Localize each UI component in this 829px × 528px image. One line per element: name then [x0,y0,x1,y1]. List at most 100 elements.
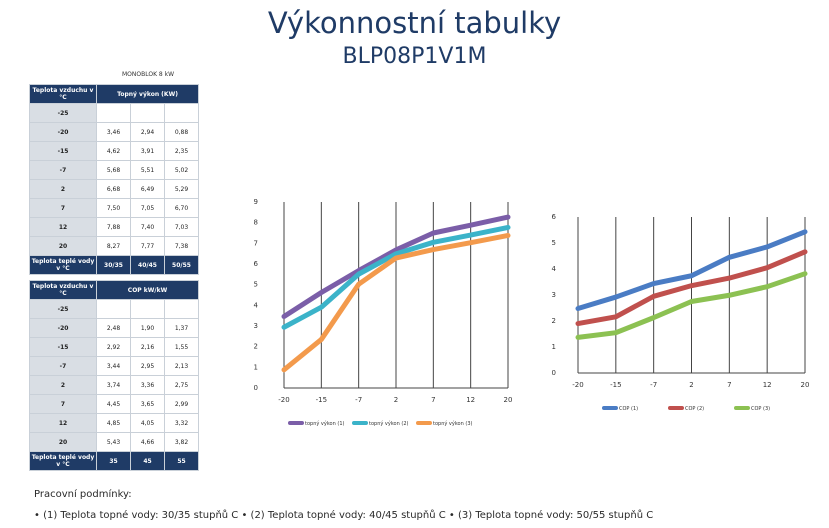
y-tick-label: 2 [552,317,556,325]
x-tick-label: 2 [689,381,693,389]
table-row: -7 5,68 5,51 5,02 [29,160,199,180]
water-temp-label-unit: °C [62,265,70,272]
y-tick-label: 0 [254,384,258,392]
x-tick-label: -15 [316,396,327,404]
x-tick-label: 20 [504,396,513,404]
value-cell: 3,32 [164,413,199,433]
value-cell: 3,46 [96,122,131,142]
air-temp-cell: -15 [29,337,97,357]
water-temp-label-text: Teplota teplé vody v [31,258,95,272]
table-row: -20 2,48 1,90 1,37 [29,318,199,338]
x-tick-label: -7 [650,381,657,389]
y-tick-label: 6 [254,260,259,268]
value-cell: 4,85 [96,413,131,433]
y-tick-label: 4 [254,301,259,309]
air-temp-cell: -20 [29,122,97,142]
table-row: -7 3,44 2,95 2,13 [29,356,199,376]
table-row: 20 8,27 7,77 7,38 [29,236,199,256]
y-tick-label: 9 [254,198,258,206]
notes-heading: Pracovní podmínky: [34,489,132,500]
table-row: -20 3,46 2,94 0,88 [29,122,199,142]
value-cell: 1,55 [164,337,199,357]
value-cell [164,299,199,319]
value-cell: 2,13 [164,356,199,376]
y-tick-label: 1 [254,363,258,371]
value-cell: 2,99 [164,394,199,414]
value-cell: 8,27 [96,236,131,256]
value-cell: 5,51 [130,160,165,180]
water-temp-label-unit: °C [62,461,70,468]
air-temp-cell: -25 [29,299,97,319]
y-tick-label: 0 [552,369,556,377]
air-temp-header: Teplota vzduchu v °C [29,84,97,104]
legend-label: COP (2) [685,406,704,412]
value-cell: 3,74 [96,375,131,395]
footer-row: Teplota teplé vody v °C 30/35 40/45 50/55 [29,255,199,275]
air-temp-cell: 2 [29,375,97,395]
value-cell: 3,65 [130,394,165,414]
table-row: 12 4,85 4,05 3,32 [29,413,199,433]
air-temp-cell: -25 [29,103,97,123]
air-temp-cell: 20 [29,432,97,452]
water-temp-label: Teplota teplé vody v °C [29,255,97,275]
series-line [281,232,511,373]
table-row: -15 4,62 3,91 2,35 [29,141,199,161]
water-temp-label: Teplota teplé vody v °C [29,451,97,471]
air-temp-header-unit: °C [59,94,67,101]
x-tick-label: -20 [572,381,583,389]
value-cell: 6,70 [164,198,199,218]
legend-label: topný výkon (1) [305,420,344,427]
value-cell: 2,95 [130,356,165,376]
value-cell: 7,40 [130,217,165,237]
value-cell: 5,29 [164,179,199,199]
value-cell: 5,02 [164,160,199,180]
water-temp-value: 55 [164,451,199,471]
value-cell: 2,48 [96,318,131,338]
air-temp-cell: -20 [29,318,97,338]
y-tick-label: 6 [552,213,557,221]
legend-label: topný výkon (3) [433,420,472,427]
table-row: 7 7,50 7,05 6,70 [29,198,199,218]
series-line [575,249,808,327]
water-temp-value: 40/45 [130,255,165,275]
value-cell: 4,62 [96,141,131,161]
legend-label: COP (3) [751,406,770,412]
table-row: 7 4,45 3,65 2,99 [29,394,199,414]
water-temp-value: 50/55 [164,255,199,275]
cop-table: Teplota vzduchu v °C COP kW/kW -25 -20 2,48 1… [29,280,199,471]
value-cell: 2,75 [164,375,199,395]
value-cell: 3,36 [130,375,165,395]
value-cell: 7,38 [164,236,199,256]
value-cell: 7,88 [96,217,131,237]
value-cell: 7,03 [164,217,199,237]
x-tick-label: 20 [801,381,810,389]
legend-label: COP (1) [619,406,638,412]
value-cell: 4,45 [96,394,131,414]
value-cell: 4,66 [130,432,165,452]
value-cell: 4,05 [130,413,165,433]
air-temp-cell: 7 [29,198,97,218]
value-cell: 7,77 [130,236,165,256]
page-title: Výkonnostní tabulky [267,6,562,40]
value-cell: 3,82 [164,432,199,452]
series-line [281,214,511,319]
series-line [281,224,511,330]
value-cell: 1,37 [164,318,199,338]
air-temp-cell: -7 [29,356,97,376]
water-temp-value: 30/35 [96,255,131,275]
table-row: -25 [29,299,199,319]
value-cell: 6,49 [130,179,165,199]
table-row: 2 6,68 6,49 5,29 [29,179,199,199]
value-cell: 5,68 [96,160,131,180]
value-cell: 3,44 [96,356,131,376]
y-tick-label: 3 [552,291,556,299]
x-tick-label: 7 [727,381,731,389]
y-tick-label: 5 [552,239,556,247]
x-tick-label: -15 [610,381,621,389]
y-tick-label: 8 [254,219,258,227]
value-cell: 2,16 [130,337,165,357]
air-temp-cell: 12 [29,413,97,433]
value-cell: 2,35 [164,141,199,161]
model-subtitle: BLP08P1V1M [342,44,487,69]
